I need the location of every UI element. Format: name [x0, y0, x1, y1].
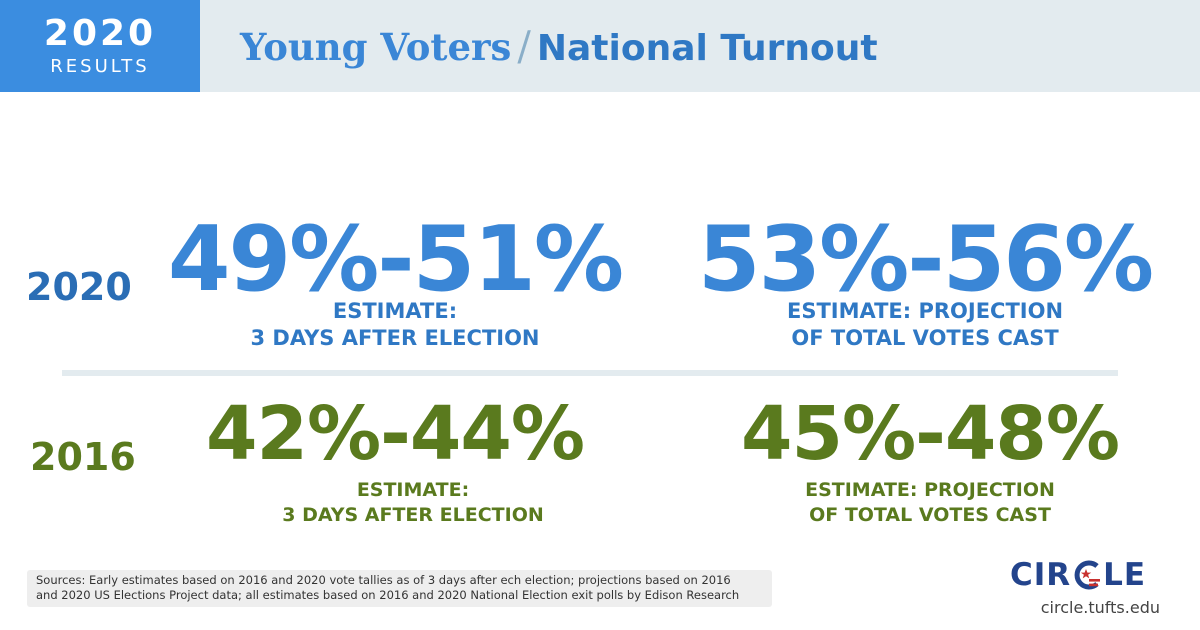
stat-label-2016-projection: ESTIMATE: PROJECTION OF TOTAL VOTES CAST [685, 478, 1175, 528]
stat-value-2016-projection: 45%-48% [741, 391, 1120, 477]
stat-label-line2: 3 DAYS AFTER ELECTION [282, 504, 544, 526]
sources-text: Sources: Early estimates based on 2016 a… [36, 573, 764, 603]
circle-logo: CIR LE [1010, 558, 1160, 592]
logo-text-left: CIR [1010, 557, 1072, 593]
stat-label-line2: OF TOTAL VOTES CAST [809, 504, 1051, 526]
stat-label-line1: ESTIMATE: [356, 479, 470, 501]
page-title: Young Voters / National Turnout [240, 22, 878, 72]
sources-box: Sources: Early estimates based on 2016 a… [27, 570, 772, 607]
badge-year: 2020 [43, 13, 157, 54]
header-bar: 2020 RESULTS Young Voters / National Turno… [0, 0, 1200, 92]
stat-label-line1: ESTIMATE: PROJECTION [805, 479, 1055, 501]
row-divider [62, 370, 1118, 376]
stat-label-2020-projection: ESTIMATE: PROJECTION OF TOTAL VOTES CAST [680, 298, 1170, 352]
row-year-2020: 2020 [26, 265, 132, 309]
title-national-turnout: National Turnout [536, 28, 878, 69]
badge-label: RESULTS [50, 56, 150, 77]
stat-label-2016-three-days: ESTIMATE: 3 DAYS AFTER ELECTION [168, 478, 658, 528]
website-url: circle.tufts.edu [1040, 598, 1160, 617]
stat-value-2016-three-days: 42%-44% [206, 391, 585, 477]
row-year-2016: 2016 [30, 435, 136, 479]
results-badge: 2020 RESULTS [0, 0, 200, 92]
stat-label-2020-three-days: ESTIMATE: 3 DAYS AFTER ELECTION [150, 298, 640, 352]
stat-label-line2: OF TOTAL VOTES CAST [791, 326, 1059, 350]
title-young-voters: Young Voters [240, 25, 512, 69]
stat-label-line1: ESTIMATE: [332, 299, 458, 323]
sources-line-1: Sources: Early estimates based on 2016 a… [36, 573, 731, 587]
stat-value-2020-three-days: 49%-51% [167, 207, 624, 312]
sources-line-2: and 2020 US Elections Project data; all … [36, 588, 740, 602]
stat-value-2020-projection: 53%-56% [697, 207, 1154, 312]
title-separator: / [517, 24, 531, 70]
stat-label-line2: 3 DAYS AFTER ELECTION [250, 326, 540, 350]
stat-label-line1: ESTIMATE: PROJECTION [786, 299, 1064, 323]
logo-text-right: LE [1103, 557, 1147, 593]
flag-c-icon [1074, 560, 1101, 589]
